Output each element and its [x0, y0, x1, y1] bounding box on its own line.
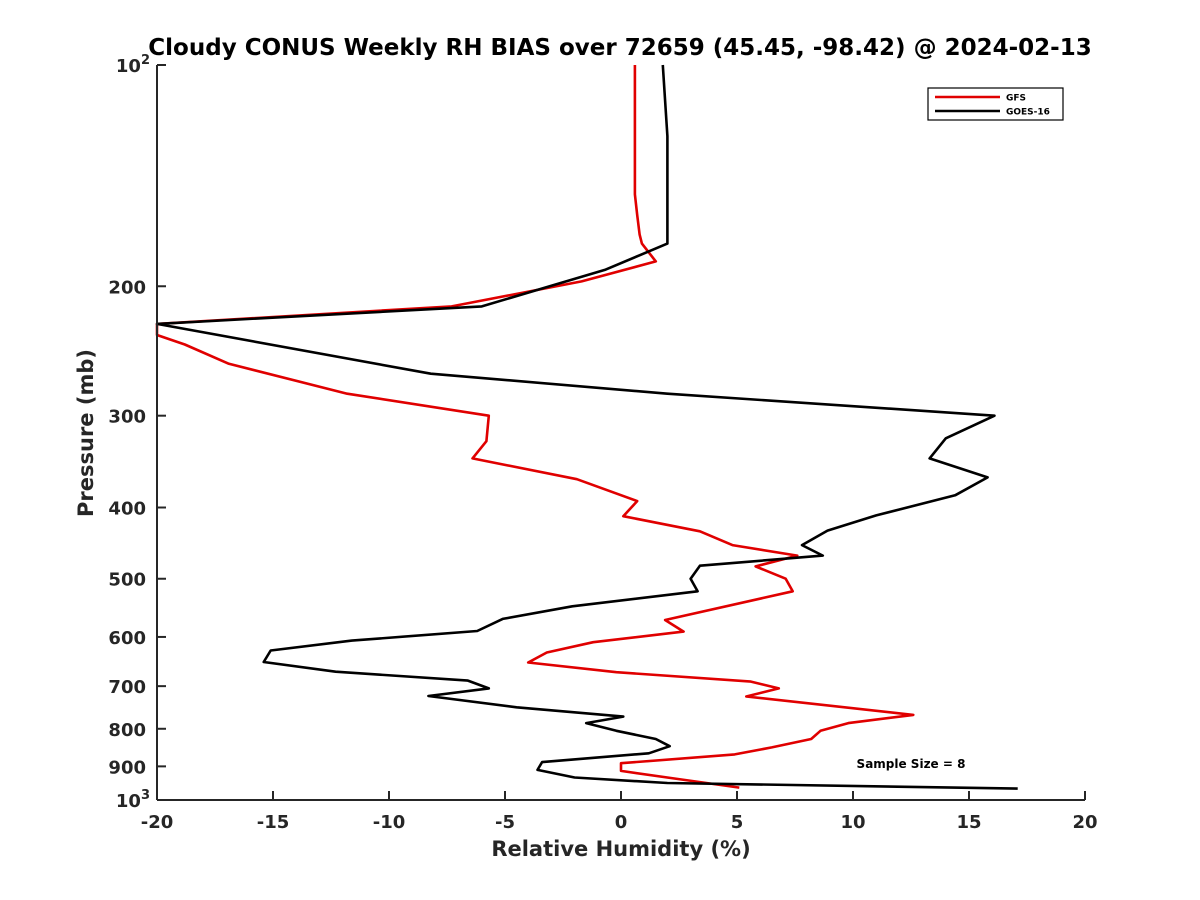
y-tick-label: 102 [116, 53, 150, 77]
annotations: Sample Size = 8 [857, 757, 966, 771]
chart-title: Cloudy CONUS Weekly RH BIAS over 72659 (… [148, 35, 1091, 61]
legend-box [927, 87, 1064, 121]
y-tick-label: 800 [108, 720, 146, 741]
legend: GFS GOES-16 [927, 87, 1064, 121]
x-tick-label: -10 [373, 812, 406, 833]
x-tick-label: -5 [495, 812, 515, 833]
x-axis-label: Relative Humidity (%) [491, 837, 750, 861]
sample-size-annotation: Sample Size = 8 [857, 757, 966, 771]
x-tick-label: 0 [615, 812, 628, 833]
x-tick-label: 10 [840, 812, 865, 833]
series-layer [155, 64, 1018, 790]
y-axis-ticks: 102 200 300 400 500 600 700 800 900 103 [108, 53, 166, 812]
x-tick-label: 5 [731, 812, 744, 833]
x-tick-label: 20 [1072, 812, 1097, 833]
y-tick-label: 900 [108, 757, 146, 778]
plot-area [157, 65, 1085, 800]
y-tick-label: 400 [108, 499, 146, 520]
x-tick-label: 15 [956, 812, 981, 833]
y-tick-label: 500 [108, 570, 146, 591]
legend-label: GOES-16 [1006, 108, 1050, 118]
x-tick-label: -20 [141, 812, 174, 833]
y-tick-label: 200 [108, 277, 146, 298]
y-axis-label: Pressure (mb) [74, 349, 98, 517]
series-line-goes-16 [155, 64, 1018, 790]
y-tick-label: 700 [108, 677, 146, 698]
x-axis-ticks: -20 -15 -10 -5 0 5 10 15 20 [141, 791, 1098, 833]
y-tick-label: 103 [116, 788, 150, 812]
legend-label: GFS [1006, 94, 1026, 104]
y-tick-label: 300 [108, 407, 146, 428]
y-tick-label: 600 [108, 628, 146, 649]
x-tick-label: -15 [257, 812, 290, 833]
